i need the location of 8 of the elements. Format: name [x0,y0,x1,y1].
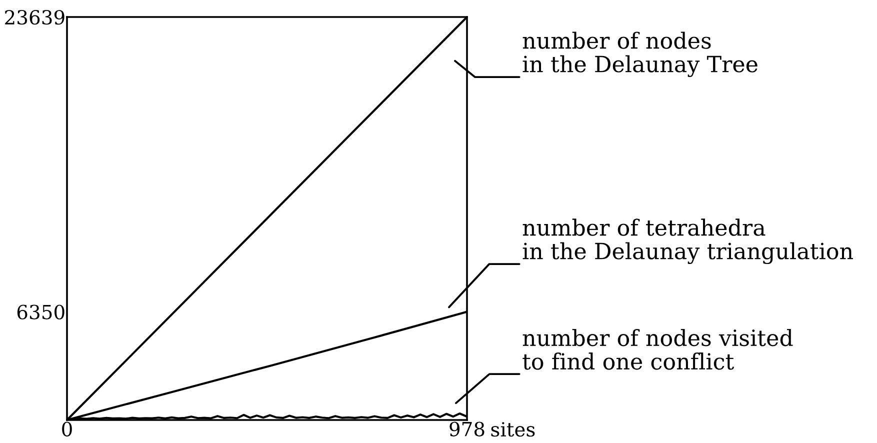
x-tick-label: 0 [62,422,72,436]
y-tick-label: 23639 [5,10,64,25]
x-tick-label: 978 [450,422,484,436]
legend-label: number of nodes in the Delaunay Tree [522,32,758,78]
x-axis-title: sites [491,422,535,437]
text: number of nodes visited to find one conflict [522,329,793,370]
y-tick-label: 6350 [17,304,64,320]
text: number of tetrahedra in the Delaunay triangulation [522,218,853,264]
